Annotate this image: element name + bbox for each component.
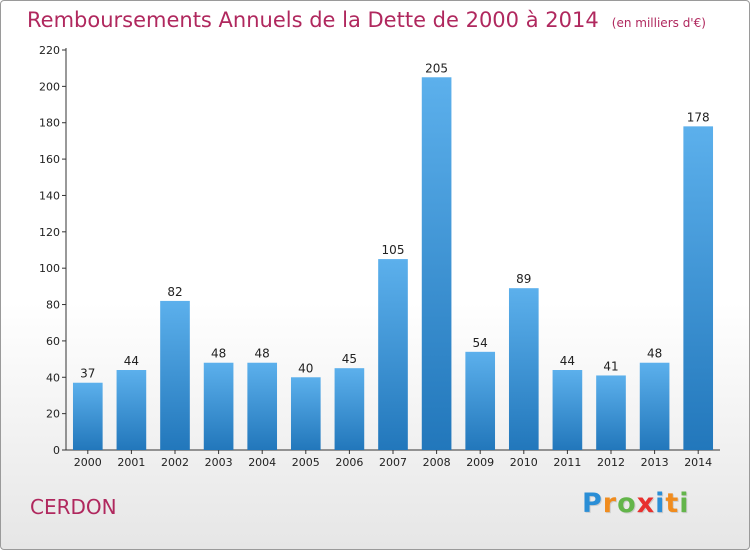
bar-2004 [247, 362, 278, 450]
x-tick-label: 2008 [423, 456, 451, 469]
y-tick-label: 160 [39, 153, 60, 166]
value-label: 37 [80, 367, 95, 381]
x-tick-label: 2002 [161, 456, 189, 469]
value-label: 48 [211, 347, 226, 361]
bar-2007 [378, 259, 408, 450]
bar-2009 [465, 351, 496, 450]
bar-2005 [290, 377, 321, 450]
logo-letter: o [617, 488, 637, 519]
bar-2013 [639, 362, 670, 450]
y-tick-label: 40 [46, 371, 60, 384]
title-row: Remboursements Annuels de la Dette de 20… [27, 8, 706, 32]
value-label: 48 [647, 347, 662, 361]
bar-2008 [421, 77, 452, 450]
value-label: 40 [298, 361, 313, 375]
x-tick-label: 2001 [117, 456, 145, 469]
bar-2003 [203, 362, 234, 450]
x-tick-label: 2014 [684, 456, 712, 469]
bar-2010 [508, 288, 539, 450]
place-name: CERDON [30, 495, 117, 519]
logo-letter: i [655, 488, 666, 519]
value-label: 205 [425, 61, 448, 75]
x-tick-label: 2009 [466, 456, 494, 469]
chart-title: Remboursements Annuels de la Dette de 20… [27, 8, 599, 32]
x-tick-label: 2013 [641, 456, 669, 469]
labels: 2000 37 2001 44 2002 82 2003 48 2004 48 2005 40 2006… [74, 61, 712, 469]
value-label: 178 [687, 110, 710, 124]
bar-2011 [552, 370, 583, 450]
value-label: 45 [342, 352, 357, 366]
x-tick-label: 2006 [335, 456, 363, 469]
chart-subtitle: (en milliers d'€) [611, 16, 706, 30]
value-label: 89 [516, 272, 531, 286]
x-tick-label: 2012 [597, 456, 625, 469]
logo-letter: P [582, 488, 603, 519]
y-tick-label: 0 [53, 444, 60, 457]
value-label: 41 [603, 359, 618, 373]
y-tick-label: 140 [39, 189, 60, 202]
y-tick-label: 120 [39, 226, 60, 239]
logo-letter: x [636, 488, 656, 519]
y-tick-label: 200 [39, 80, 60, 93]
x-tick-label: 2005 [292, 456, 320, 469]
bars [72, 77, 714, 450]
y-tick-label: 20 [46, 408, 60, 421]
y-tick-label: 220 [39, 44, 60, 57]
x-tick-label: 2000 [74, 456, 102, 469]
value-label: 44 [560, 354, 575, 368]
x-tick-label: 2004 [248, 456, 276, 469]
proxiti-logo: Proxiti [582, 488, 690, 519]
x-tick-label: 2010 [510, 456, 538, 469]
bar-2000 [72, 382, 103, 450]
y-tick-label: 180 [39, 117, 60, 130]
value-label: 44 [124, 354, 139, 368]
value-label: 82 [167, 285, 182, 299]
logo-letter: t [665, 488, 680, 519]
x-tick-label: 2007 [379, 456, 407, 469]
bar-2006 [334, 368, 365, 450]
bar-2002 [160, 300, 190, 450]
x-tick-label: 2011 [553, 456, 581, 469]
bar-2012 [596, 375, 626, 450]
value-label: 48 [255, 347, 270, 361]
y-tick-label: 100 [39, 262, 60, 275]
bar-2014 [683, 126, 714, 450]
y-tick-label: 60 [46, 335, 60, 348]
y-tick-label: 80 [46, 299, 60, 312]
bar-2001 [116, 370, 147, 450]
logo-letter: i [679, 488, 690, 519]
logo-letter: r [602, 488, 618, 519]
value-label: 54 [473, 336, 488, 350]
value-label: 105 [382, 243, 405, 257]
x-tick-label: 2003 [205, 456, 233, 469]
